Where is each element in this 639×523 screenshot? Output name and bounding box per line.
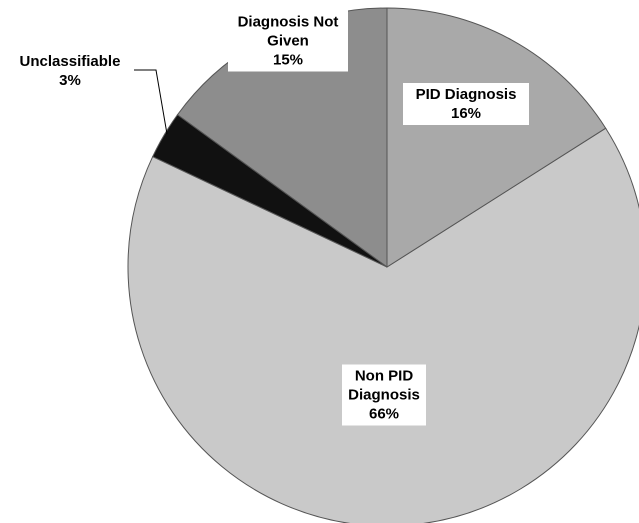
slice-name: Non PID Diagnosis (348, 367, 420, 404)
slice-label: Non PID Diagnosis 66% (342, 364, 426, 426)
pie-slice (386, 7, 607, 268)
slice-name: Unclassifiable (19, 53, 121, 70)
slice-label: Diagnosis Not Given 15% (228, 10, 348, 72)
slice-value: 3% (59, 72, 81, 89)
pie-slice (127, 127, 639, 523)
slice-label: PID Diagnosis 16% (403, 83, 529, 125)
slice-value: 66% (368, 405, 400, 423)
slice-name: Diagnosis Not Given (237, 13, 339, 50)
slice-label: Unclassifiable 3% (1, 50, 139, 92)
leader-line (134, 69, 168, 135)
slice-value: 16% (450, 105, 482, 122)
slice-value: 15% (272, 51, 304, 69)
slice-name: PID Diagnosis (415, 86, 517, 103)
